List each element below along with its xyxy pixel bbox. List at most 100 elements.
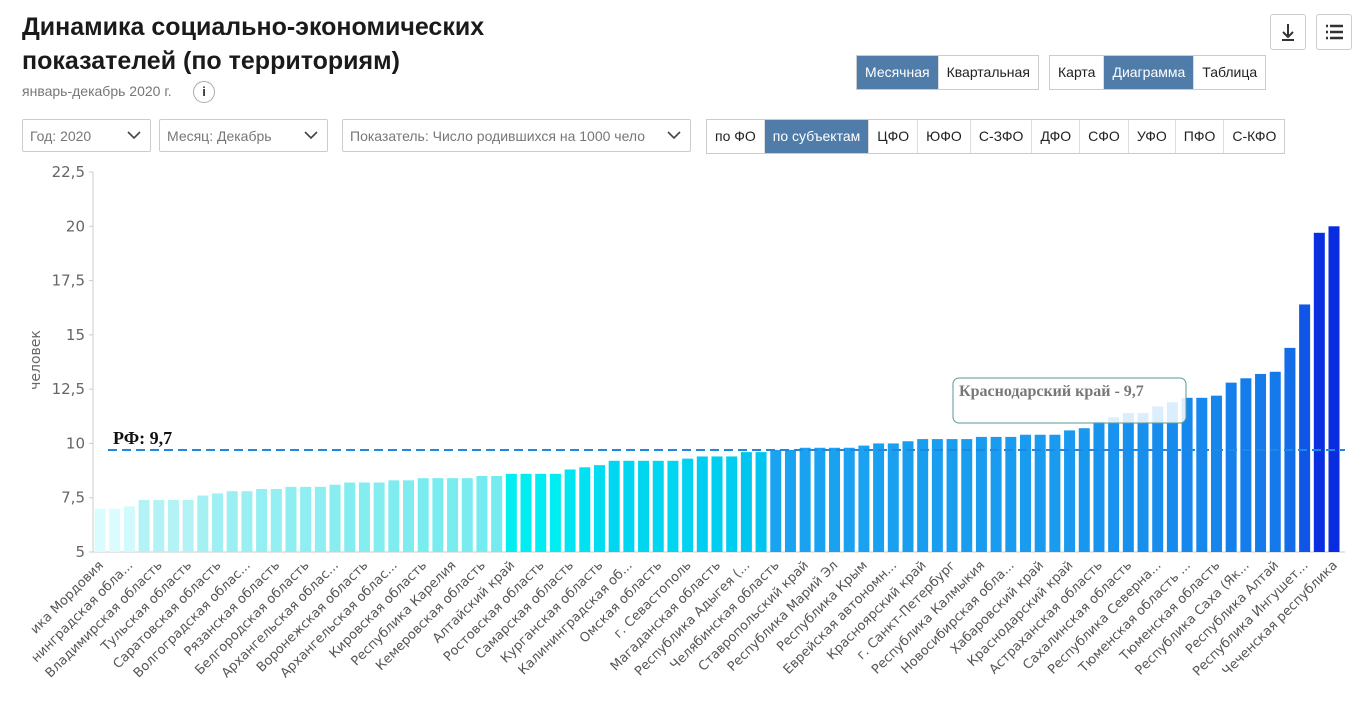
bar <box>784 449 796 552</box>
tab[interactable]: по субъектам <box>763 120 869 153</box>
bar <box>990 436 1002 552</box>
bar <box>549 473 561 552</box>
bar <box>946 439 958 552</box>
tab[interactable]: Диаграмма <box>1103 56 1194 89</box>
tab[interactable]: Таблица <box>1193 56 1265 89</box>
chevron <box>127 131 141 140</box>
select[interactable]: Месяц: Декабрь <box>159 119 328 152</box>
y-tick-label: 15 <box>66 326 85 344</box>
select[interactable]: Год: 2020 <box>22 119 151 152</box>
period-tabs: Месячная Квартальная <box>856 55 1039 90</box>
tooltip-box <box>952 377 1187 424</box>
bar <box>1225 382 1237 552</box>
bar <box>667 460 679 552</box>
bar <box>358 482 370 552</box>
bar <box>1093 421 1105 552</box>
y-tick-label: 22,5 <box>52 163 85 181</box>
region-tabs: по ФО по субъектам ЦФО ЮФО С-ЗФО ДФО СФО УФО ПФО… <box>706 119 1286 154</box>
tab[interactable]: С-ЗФО <box>969 120 1032 153</box>
bar <box>123 506 135 552</box>
bar <box>931 439 943 552</box>
bar <box>1181 397 1193 552</box>
bar <box>314 486 326 552</box>
bar <box>814 447 826 552</box>
bar <box>961 439 973 552</box>
bar <box>505 473 517 552</box>
bar <box>711 456 723 552</box>
bar <box>329 484 341 552</box>
bar <box>1313 232 1325 553</box>
bar <box>1049 434 1061 552</box>
bar <box>1078 428 1090 552</box>
y-tick-label: 12,5 <box>52 380 85 398</box>
info-button[interactable]: i <box>193 81 215 103</box>
y-tick-label: 7,5 <box>61 489 85 507</box>
y-tick-label: 5 <box>75 543 85 561</box>
bar <box>300 486 312 552</box>
bar <box>1005 436 1017 552</box>
menu-button[interactable] <box>1316 14 1352 50</box>
bar <box>638 460 650 552</box>
bar <box>1210 395 1222 552</box>
bar <box>476 476 488 552</box>
bar <box>1328 226 1340 553</box>
bar <box>902 441 914 552</box>
bar <box>1166 402 1178 552</box>
bar <box>873 443 885 552</box>
bar <box>652 460 664 552</box>
bar <box>726 456 738 552</box>
tab[interactable]: ЮФО <box>917 120 970 153</box>
tab[interactable]: Карта <box>1058 64 1096 80</box>
bar <box>608 460 620 552</box>
bar <box>447 478 459 552</box>
bar <box>770 449 782 552</box>
y-tick-label: 17,5 <box>52 272 85 290</box>
tab[interactable]: Квартальная <box>937 56 1038 89</box>
tab[interactable]: С-КФО <box>1223 120 1284 153</box>
bar <box>1196 397 1208 552</box>
chevron <box>304 131 318 140</box>
bar <box>975 436 987 552</box>
tab[interactable]: ПФО <box>1174 120 1224 153</box>
y-axis-label: человек <box>28 330 44 390</box>
bar <box>682 458 694 552</box>
tab[interactable]: по ФО <box>715 128 756 144</box>
download-button[interactable] <box>1270 14 1306 50</box>
bar <box>1255 373 1267 552</box>
bar <box>1240 378 1252 552</box>
bar <box>1299 304 1311 552</box>
page-title: Динамика социально-экономических показат… <box>22 13 485 75</box>
bar <box>432 478 444 552</box>
bar <box>564 469 576 552</box>
bar <box>109 508 121 552</box>
bar <box>461 478 473 552</box>
subtitle: январь-декабрь 2020 г. <box>22 83 172 99</box>
y-tick-label: 20 <box>66 217 85 235</box>
bar <box>182 499 194 552</box>
bar <box>1137 413 1149 552</box>
bar <box>388 480 400 552</box>
bar <box>344 482 356 552</box>
bar <box>241 491 253 552</box>
bar <box>755 452 767 552</box>
tab[interactable]: УФО <box>1127 120 1175 153</box>
tab[interactable]: ДФО <box>1031 120 1079 153</box>
bar <box>270 489 282 552</box>
tab[interactable]: ЦФО <box>868 120 917 153</box>
bar <box>1122 413 1134 552</box>
bar <box>1034 434 1046 552</box>
bar <box>94 508 106 552</box>
select[interactable]: Показатель: Число родившихся на 1000 чел… <box>342 119 691 152</box>
bar <box>593 465 605 552</box>
select-text: Показатель: Число родившихся на 1000 чел… <box>350 128 646 144</box>
bar <box>373 482 385 552</box>
bar <box>403 480 414 552</box>
bar <box>138 499 150 552</box>
tab[interactable]: СФО <box>1079 120 1128 153</box>
select-text: Месяц: Декабрь <box>167 128 272 144</box>
bar <box>623 460 635 552</box>
bar <box>1064 430 1076 552</box>
tab[interactable]: Месячная <box>857 56 938 89</box>
